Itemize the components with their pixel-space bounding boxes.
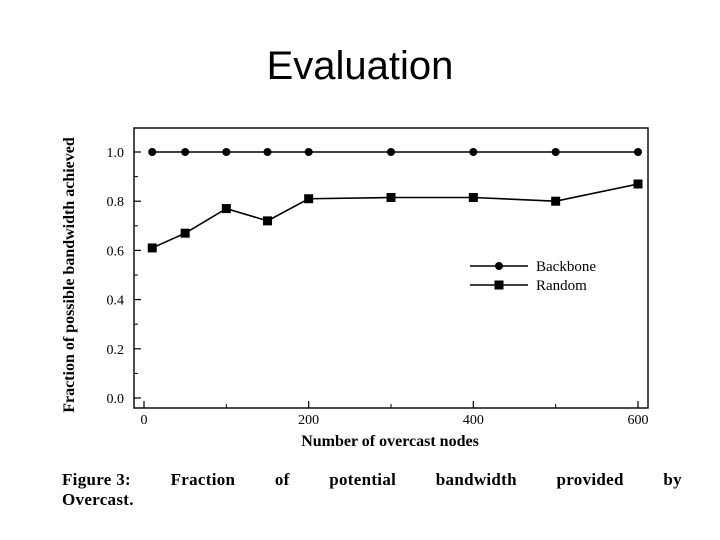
backbone-point xyxy=(387,148,395,156)
x-axis-label: Number of overcast nodes xyxy=(301,433,479,450)
backbone-point xyxy=(222,148,231,156)
y-tick-label: 0.6 xyxy=(107,244,125,259)
backbone-point xyxy=(551,148,560,156)
figure-caption: Figure 3: Fraction of potential bandwidt… xyxy=(62,470,682,510)
y-axis-label: Fraction of possible bandwidth achieved xyxy=(61,137,78,413)
backbone-point xyxy=(469,148,478,156)
legend-label: Backbone xyxy=(536,259,596,275)
y-tick-label: 0.2 xyxy=(107,343,125,358)
slide-title: Evaluation xyxy=(266,44,454,88)
random-point xyxy=(468,193,478,203)
chart-legend: Backbone Random xyxy=(470,259,596,294)
caption-word: Fraction xyxy=(170,470,236,489)
random-point xyxy=(221,204,231,214)
x-tick-label: 200 xyxy=(298,413,319,428)
random-point xyxy=(304,194,314,204)
x-tick-label: 400 xyxy=(463,413,484,428)
random-point xyxy=(633,179,643,189)
caption-label: Figure 3: xyxy=(62,470,131,489)
backbone-point xyxy=(304,148,313,156)
backbone-point xyxy=(148,148,157,156)
random-point xyxy=(386,193,396,203)
chart-series xyxy=(147,148,643,253)
random-point xyxy=(180,228,190,238)
bandwidth-chart: 0.0 0.2 0.4 0.6 0.8 1.0 0 200 400 600 Backbone Ran… xyxy=(61,127,649,450)
caption-word: of xyxy=(274,470,290,489)
caption-line-1: Figure 3: Fraction of potential bandwidt… xyxy=(62,470,682,490)
legend-label: Random xyxy=(536,278,587,294)
caption-word: potential xyxy=(329,470,397,489)
backbone-point xyxy=(263,148,272,156)
chart-axes: 0.0 0.2 0.4 0.6 0.8 1.0 0 200 400 600 xyxy=(107,127,649,428)
y-tick-label: 1.0 xyxy=(107,146,125,161)
caption-word: provided xyxy=(556,470,624,489)
random-point xyxy=(551,196,561,206)
y-tick-label: 0.8 xyxy=(107,195,125,210)
x-tick-label: 600 xyxy=(628,413,649,428)
backbone-point xyxy=(634,148,642,156)
x-tick-label: 0 xyxy=(141,413,148,428)
backbone-point xyxy=(495,262,503,270)
random-point xyxy=(494,280,504,290)
y-tick-label: 0.0 xyxy=(107,392,125,407)
caption-word: by xyxy=(663,470,682,489)
caption-word: bandwidth xyxy=(435,470,517,489)
backbone-point xyxy=(181,148,190,156)
random-point xyxy=(147,243,157,253)
y-tick-label: 0.4 xyxy=(107,294,125,309)
random-point xyxy=(263,216,272,226)
caption-line-2: Overcast. xyxy=(62,490,134,509)
